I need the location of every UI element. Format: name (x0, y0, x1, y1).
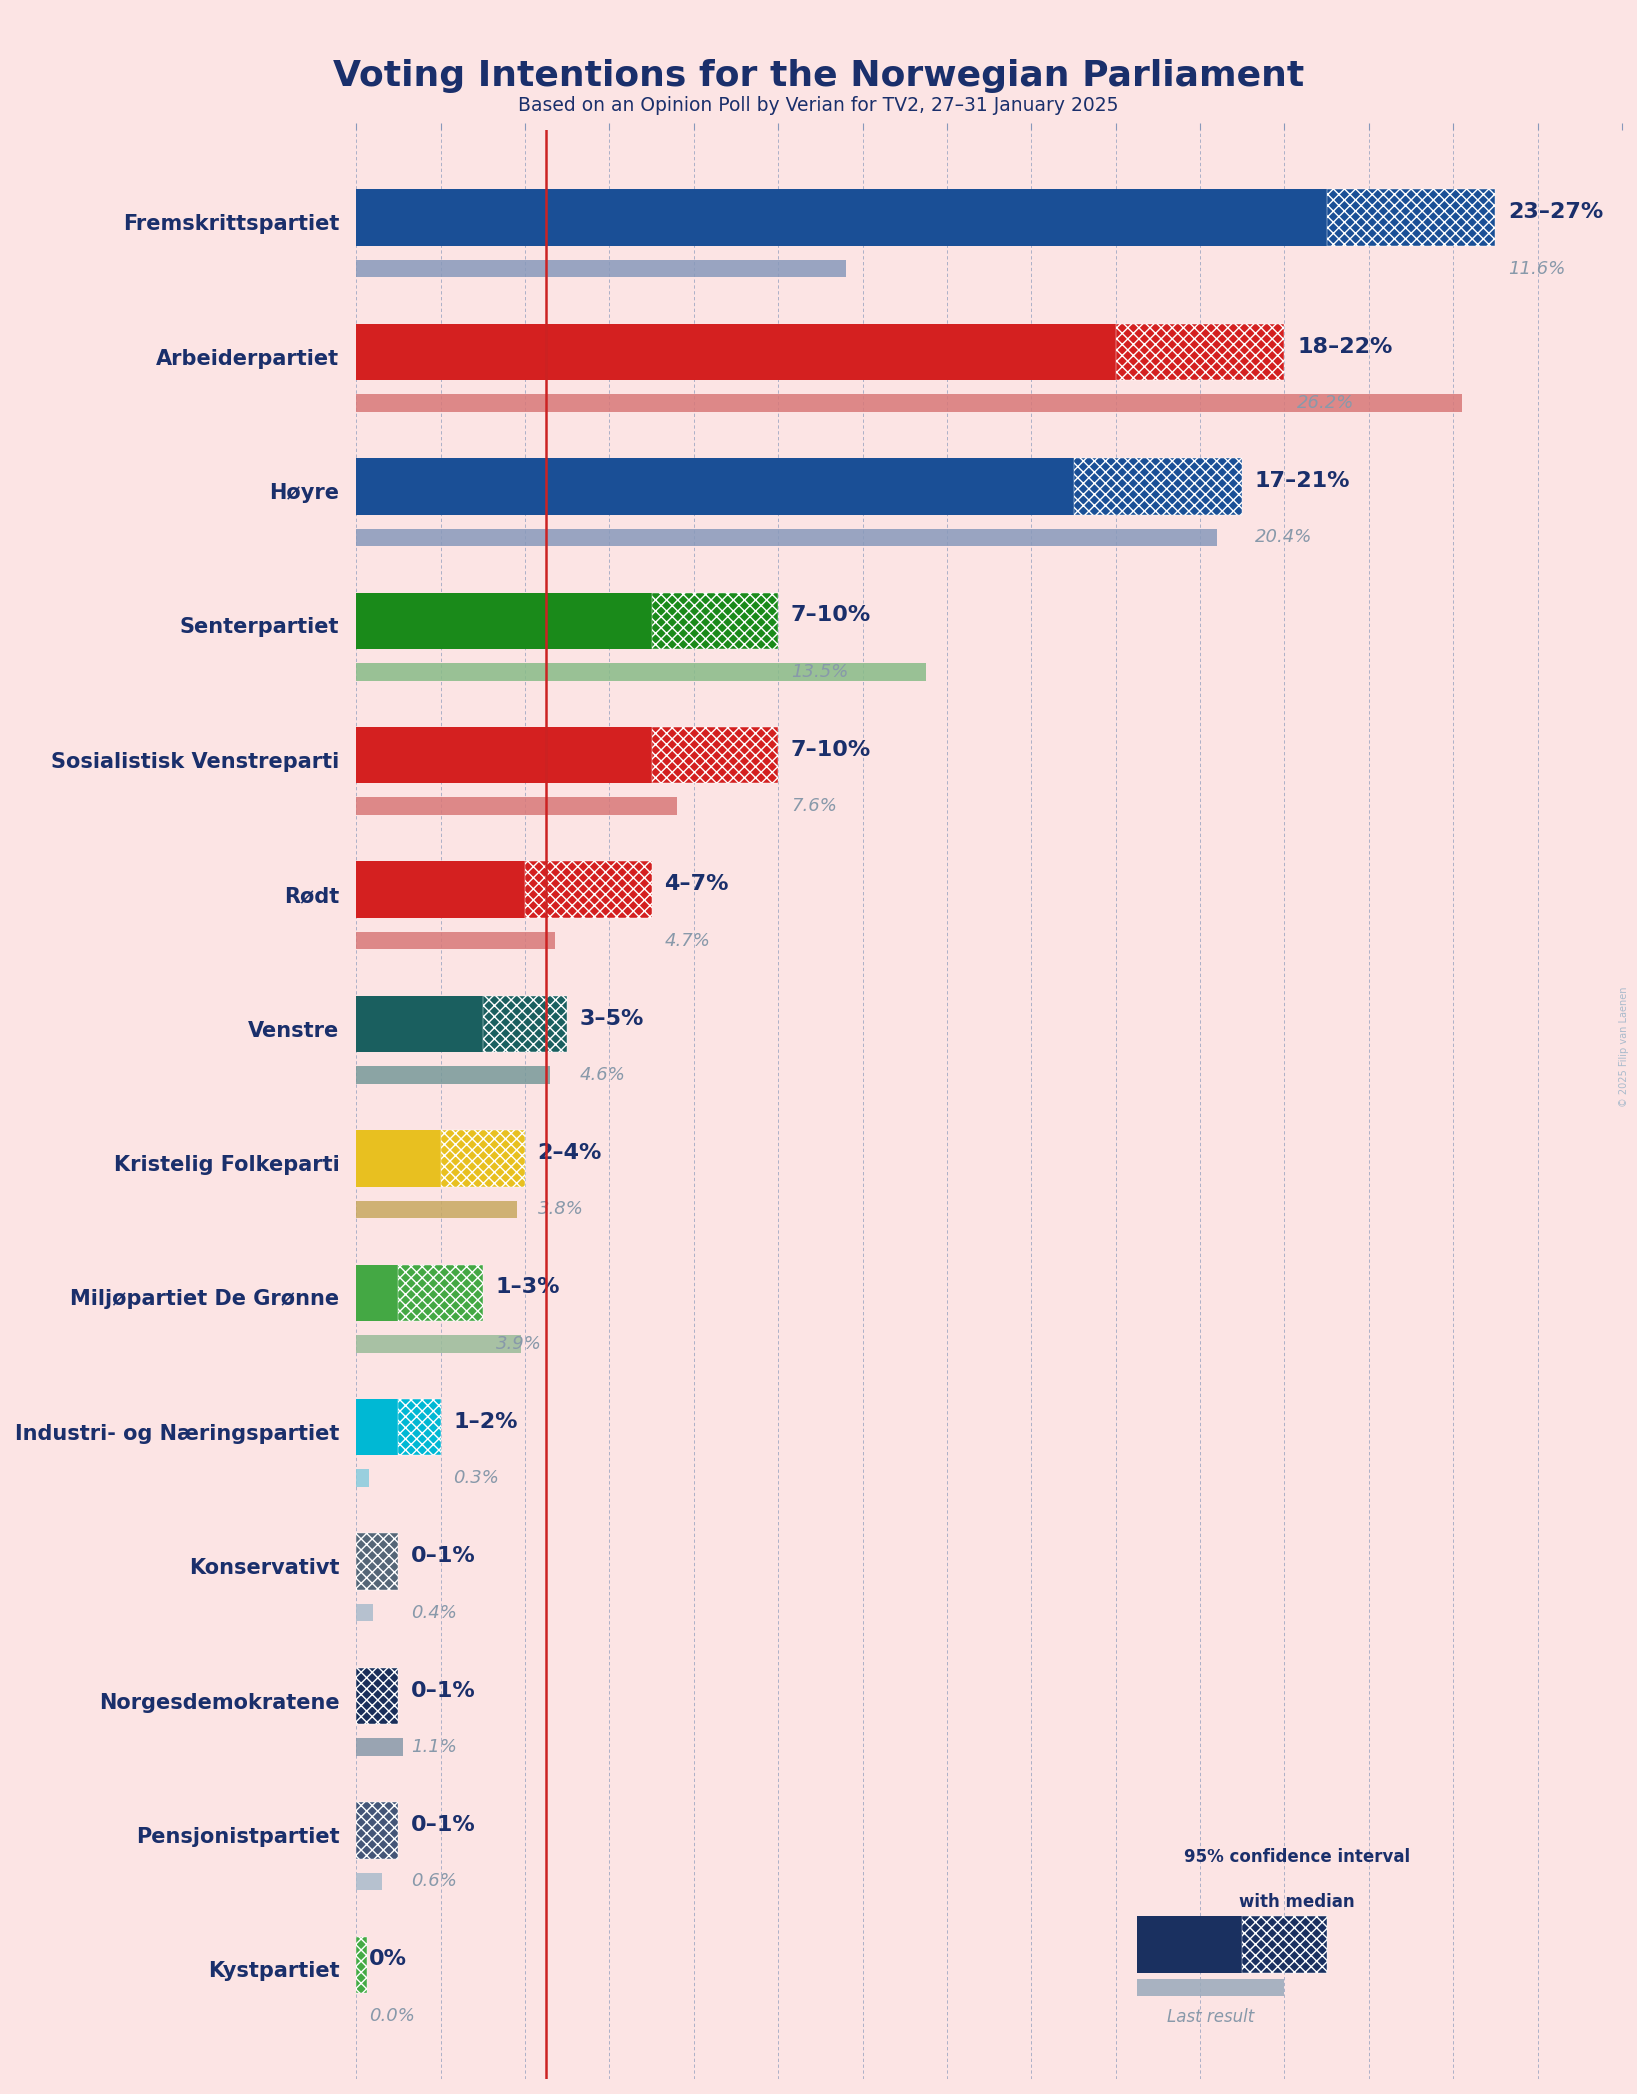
Text: 11.6%: 11.6% (1508, 260, 1565, 279)
Text: 4.6%: 4.6% (579, 1066, 625, 1085)
Bar (357, 727, 652, 783)
Bar (1136, 1979, 1285, 1996)
Text: Sosialistisk Venstreparti: Sosialistisk Venstreparti (51, 752, 339, 773)
Text: 26.2%: 26.2% (1297, 394, 1354, 413)
Bar (357, 664, 927, 681)
Bar (398, 1265, 483, 1321)
Bar (1074, 459, 1242, 515)
Text: Senterpartiet: Senterpartiet (180, 618, 339, 637)
Bar (357, 1066, 550, 1085)
Text: Pensjonistpartiet: Pensjonistpartiet (136, 1828, 339, 1847)
Text: 0.3%: 0.3% (453, 1470, 499, 1487)
Bar (357, 1533, 398, 1589)
Text: 13.5%: 13.5% (791, 664, 848, 681)
Bar (357, 1200, 517, 1219)
Bar (357, 593, 652, 649)
Bar (357, 459, 1074, 515)
Bar (357, 1872, 381, 1891)
Text: 0.0%: 0.0% (368, 2006, 414, 2025)
Bar (357, 932, 555, 949)
Text: 23–27%: 23–27% (1508, 203, 1603, 222)
Text: 1–2%: 1–2% (453, 1411, 517, 1432)
Bar (357, 1667, 398, 1723)
Bar (357, 798, 678, 815)
Text: Norgesdemokratene: Norgesdemokratene (98, 1692, 339, 1713)
Text: 20.4%: 20.4% (1256, 528, 1313, 547)
Text: 0.6%: 0.6% (411, 1872, 457, 1891)
Bar (1136, 1916, 1242, 1973)
Bar (1326, 188, 1496, 245)
Bar (357, 997, 483, 1051)
Text: 17–21%: 17–21% (1256, 471, 1351, 490)
Bar (357, 188, 1326, 245)
Bar (1242, 1916, 1326, 1973)
Text: Last result: Last result (1167, 2008, 1254, 2027)
Text: 0–1%: 0–1% (411, 1681, 476, 1700)
Text: Kristelig Folkeparti: Kristelig Folkeparti (113, 1156, 339, 1175)
Bar (357, 528, 1216, 547)
Bar (483, 997, 568, 1051)
Text: Industri- og Næringspartiet: Industri- og Næringspartiet (15, 1424, 339, 1445)
Bar (357, 1399, 398, 1455)
Text: 2–4%: 2–4% (537, 1143, 602, 1162)
Text: Based on an Opinion Poll by Verian for TV2, 27–31 January 2025: Based on an Opinion Poll by Verian for T… (519, 96, 1118, 115)
Text: Voting Intentions for the Norwegian Parliament: Voting Intentions for the Norwegian Parl… (332, 59, 1305, 92)
Text: Arbeiderpartiet: Arbeiderpartiet (156, 350, 339, 369)
Bar (1116, 325, 1285, 381)
Bar (357, 1336, 521, 1353)
Bar (357, 1803, 398, 1859)
Text: 0%: 0% (368, 1950, 408, 1968)
Bar (525, 861, 652, 917)
Bar (357, 1265, 398, 1321)
Text: 18–22%: 18–22% (1297, 337, 1393, 356)
Text: 0–1%: 0–1% (411, 1545, 476, 1566)
Bar (357, 1937, 367, 1993)
Text: 7–10%: 7–10% (791, 605, 871, 626)
Text: Rødt: Rødt (285, 886, 339, 907)
Bar (357, 1131, 440, 1187)
Bar (357, 260, 846, 276)
Text: 3–5%: 3–5% (579, 1009, 645, 1028)
Bar (357, 861, 525, 917)
Bar (357, 325, 1116, 381)
Text: 3.9%: 3.9% (496, 1334, 542, 1353)
Bar (357, 1738, 403, 1755)
Text: Kystpartiet: Kystpartiet (208, 1962, 339, 1981)
Text: 7.6%: 7.6% (791, 798, 837, 815)
Text: 95% confidence interval: 95% confidence interval (1184, 1849, 1409, 1866)
Text: Konservativt: Konservativt (188, 1558, 339, 1579)
Text: 7–10%: 7–10% (791, 739, 871, 760)
Text: Høyre: Høyre (270, 484, 339, 503)
Bar (357, 394, 1462, 413)
Bar (440, 1131, 525, 1187)
Bar (652, 593, 778, 649)
Bar (357, 1604, 373, 1621)
Text: 0–1%: 0–1% (411, 1815, 476, 1834)
Text: with median: with median (1239, 1893, 1355, 1910)
Bar (357, 1470, 368, 1487)
Text: 3.8%: 3.8% (537, 1200, 583, 1219)
Text: 0.4%: 0.4% (411, 1604, 457, 1621)
Bar (652, 727, 778, 783)
Text: 4–7%: 4–7% (665, 873, 728, 894)
Text: © 2025 Filip van Laenen: © 2025 Filip van Laenen (1619, 986, 1629, 1108)
Text: 1–3%: 1–3% (496, 1277, 560, 1298)
Text: Fremskrittspartiet: Fremskrittspartiet (123, 214, 339, 235)
Text: 1.1%: 1.1% (411, 1738, 457, 1757)
Text: 4.7%: 4.7% (665, 932, 710, 949)
Bar (398, 1399, 440, 1455)
Text: Miljøpartiet De Grønne: Miljøpartiet De Grønne (70, 1290, 339, 1309)
Text: Venstre: Venstre (249, 1020, 339, 1041)
